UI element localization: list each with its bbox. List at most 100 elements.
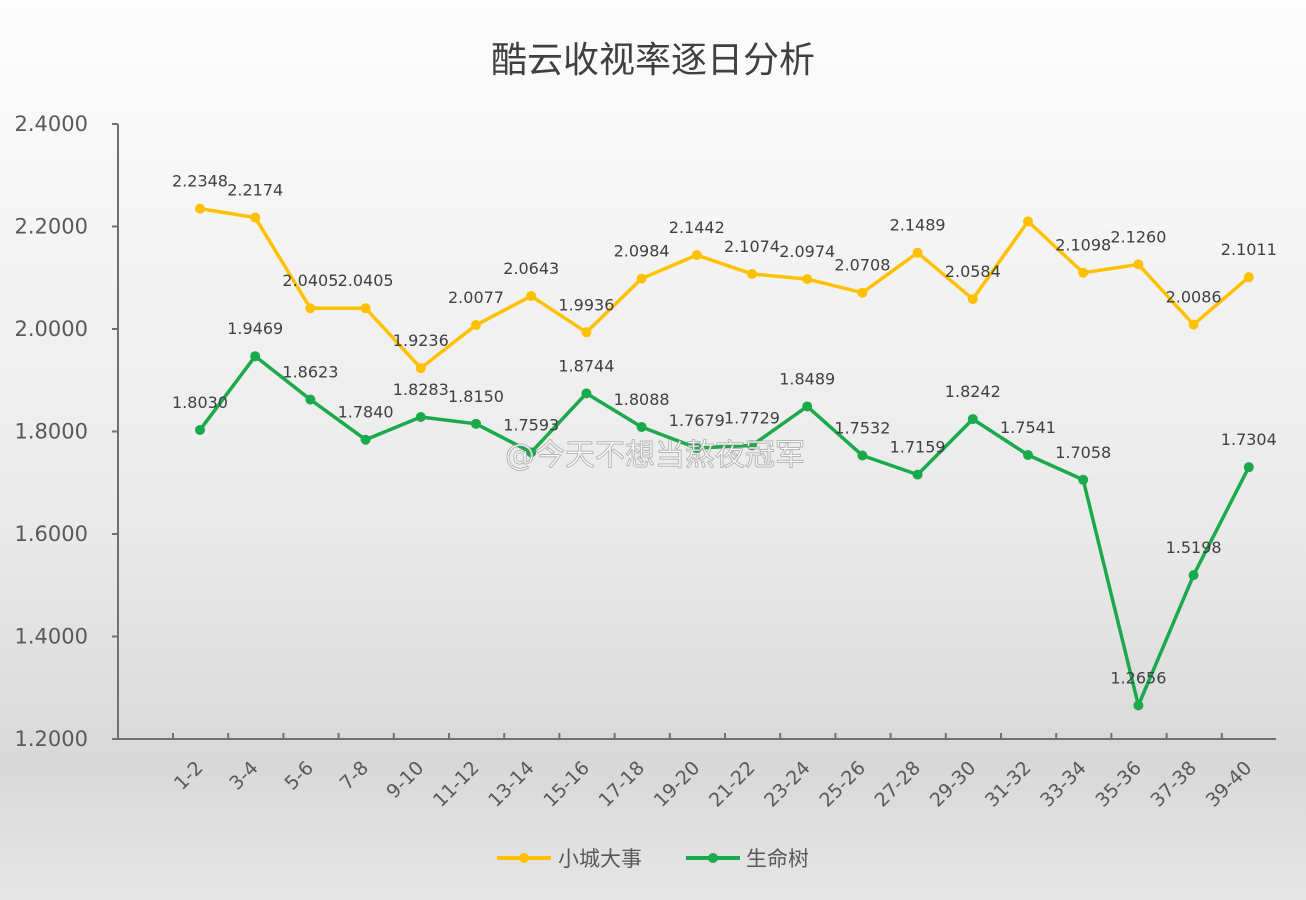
data-label: 2.1442: [669, 218, 725, 237]
data-point: [1023, 216, 1033, 227]
data-label: 2.0584: [945, 262, 1001, 281]
x-tick-label: 33-34: [1036, 757, 1091, 812]
data-label: 2.2174: [227, 181, 283, 200]
data-point: [581, 388, 592, 399]
data-label: 1.8489: [779, 369, 835, 388]
data-point: [802, 274, 813, 285]
x-tick-label: 35-36: [1091, 757, 1146, 812]
data-point: [1188, 570, 1199, 581]
data-label: 2.2100: [1000, 184, 1056, 203]
data-point: [250, 212, 261, 223]
data-label: 1.8242: [945, 382, 1001, 401]
data-label: 1.7159: [890, 438, 946, 457]
data-point: [912, 247, 923, 258]
data-point: [1023, 450, 1033, 461]
data-label: 2.0086: [1166, 288, 1222, 307]
legend-label-xiaocheng: 小城大事: [558, 847, 642, 871]
data-point: [305, 303, 316, 314]
x-tick-label: 1-2: [170, 757, 208, 795]
data-label: 1.8283: [393, 380, 449, 399]
data-point: [691, 442, 702, 453]
data-point: [471, 418, 481, 429]
data-label: 1.8744: [558, 356, 614, 375]
x-tick-label: 11-12: [429, 757, 484, 812]
x-tick-label: 15-16: [539, 757, 594, 812]
data-point: [1243, 272, 1254, 283]
data-point: [1188, 319, 1199, 330]
data-point: [912, 469, 923, 480]
legend-marker-xiaocheng: [519, 853, 529, 863]
data-point: [415, 411, 426, 422]
data-label: 1.7729: [724, 408, 780, 427]
data-label: 1.7679: [669, 411, 725, 430]
data-label: 1.7058: [1055, 443, 1111, 462]
data-label: 1.8030: [172, 393, 228, 412]
data-point: [802, 401, 813, 412]
data-point: [747, 268, 757, 279]
data-label: 1.9469: [227, 319, 283, 338]
data-label: 1.7304: [1221, 430, 1277, 449]
x-tick-label: 19-20: [650, 757, 705, 812]
data-label: 2.0708: [834, 256, 890, 275]
data-label: 2.0405: [282, 271, 338, 290]
x-tick-label: 21-22: [705, 757, 760, 812]
x-tick-label: 31-32: [981, 757, 1036, 812]
data-label: 2.0643: [503, 259, 559, 278]
x-tick-label: 37-38: [1147, 757, 1202, 812]
data-point: [526, 291, 537, 302]
data-label: 2.1489: [890, 216, 946, 235]
x-tick-label: 7-8: [336, 757, 374, 795]
y-tick-label: 1.8000: [15, 420, 88, 444]
chart-title: 酷云收视率逐日分析: [491, 40, 815, 81]
data-label: 2.0077: [448, 288, 504, 307]
legend-label-shengmingshu: 生命树: [746, 847, 809, 871]
x-tick-label: 27-28: [871, 757, 926, 812]
x-tick-label: 29-30: [926, 757, 981, 812]
data-point: [857, 287, 868, 298]
data-point: [1133, 700, 1144, 711]
data-label: 2.0984: [614, 242, 670, 261]
data-point: [691, 250, 702, 261]
data-label: 1.8150: [448, 387, 504, 406]
data-point: [305, 394, 316, 405]
data-label: 2.1098: [1055, 236, 1111, 255]
series-line: [199, 206, 1250, 370]
data-label: 1.7532: [834, 418, 890, 437]
y-tick-label: 2.4000: [15, 112, 88, 136]
x-tick-label: 17-18: [595, 757, 650, 812]
data-point: [415, 363, 426, 374]
x-tick-label: 9-10: [382, 757, 428, 803]
data-label: 2.1074: [724, 237, 780, 256]
data-point: [967, 294, 978, 305]
data-label: 2.1011: [1221, 240, 1277, 259]
x-tick-label: 39-40: [1202, 757, 1257, 812]
data-label: 2.0405: [338, 271, 394, 290]
data-label: 1.7541: [1000, 418, 1056, 437]
data-label: 2.2348: [172, 172, 228, 191]
series-line: [198, 354, 1251, 708]
data-point: [195, 203, 205, 214]
y-tick-label: 1.4000: [15, 625, 88, 649]
y-tick-label: 2.2000: [15, 215, 88, 239]
data-point: [1243, 462, 1254, 473]
legend: 小城大事 生命树: [497, 847, 809, 871]
data-label: 2.1260: [1110, 227, 1166, 246]
data-point: [581, 327, 592, 338]
x-tick-label: 23-24: [760, 757, 815, 812]
x-tick-label: 13-14: [484, 757, 539, 812]
data-label: 1.5198: [1166, 538, 1222, 557]
data-label: 1.2656: [1110, 668, 1166, 687]
data-point: [967, 414, 978, 425]
data-label: 1.9236: [393, 331, 449, 350]
x-tick-label: 5-6: [280, 757, 318, 795]
y-tick-label: 2.0000: [15, 317, 88, 341]
x-tick-label: 3-4: [225, 757, 263, 795]
data-point: [636, 273, 647, 284]
data-point: [360, 434, 371, 445]
data-point: [636, 421, 647, 432]
data-point: [360, 303, 371, 314]
data-label: 2.0974: [779, 242, 835, 261]
data-point: [1078, 474, 1089, 485]
data-point: [250, 351, 261, 362]
